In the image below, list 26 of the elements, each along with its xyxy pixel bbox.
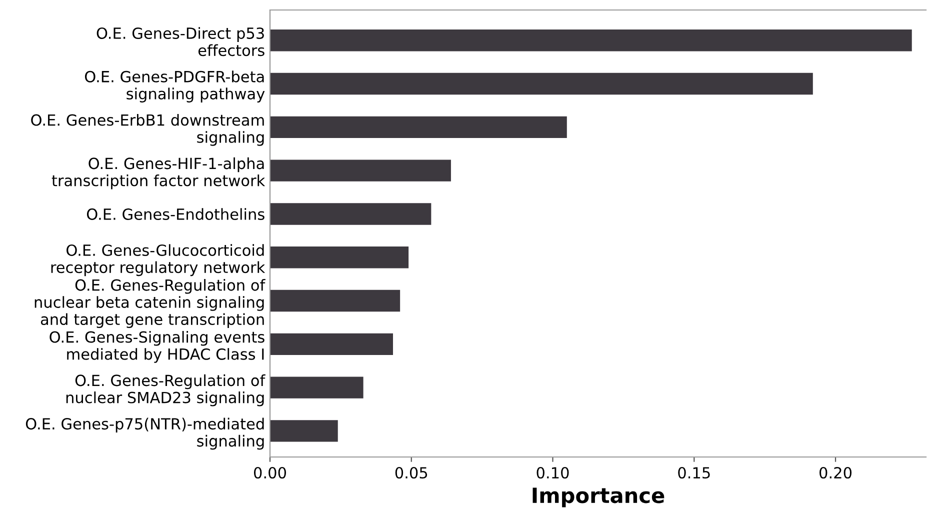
y-tick-label: O.E. Genes-PDGFR-beta signaling pathway: [85, 70, 265, 102]
bar: [270, 203, 432, 225]
y-tick-label: O.E. Genes-Direct p53 effectors: [96, 27, 264, 56]
y-tick-label: O.E. Genes-Signaling events mediated by HDAC Class I: [50, 330, 264, 363]
x-tick-label: 0.15: [678, 466, 710, 479]
bar: [270, 420, 338, 442]
y-tick-label: O.E. Genes-p75(NTR)-mediated signaling: [26, 418, 264, 450]
bar: [270, 160, 451, 182]
x-axis-title: Importance: [532, 488, 664, 508]
bar: [270, 116, 567, 138]
y-tick-label: O.E. Genes-Glucocorticoid receptor regulatory network: [51, 244, 266, 276]
x-tick-label: 0.10: [536, 466, 569, 479]
x-tick-label: 0.05: [395, 466, 428, 479]
x-tick-label: 0.00: [254, 466, 286, 479]
bar: [270, 30, 912, 52]
y-tick-label: O.E. Genes-Regulation of nuclear beta catenin signaling and target gene transcription: [34, 279, 266, 328]
bar: [270, 246, 409, 268]
bar: [270, 72, 813, 95]
y-tick-label: O.E. Genes-ErbB1 downstream signaling: [31, 114, 264, 146]
y-tick-label: O.E. Genes-Endothelins: [86, 208, 264, 220]
y-tick-label: O.E. Genes-Regulation of nuclear SMAD23 signaling: [66, 374, 266, 406]
x-tick-label: 0.20: [820, 466, 852, 479]
bar: [270, 290, 400, 312]
y-tick-label: O.E. Genes-HIF-1-alpha transcription factor network: [52, 157, 266, 190]
bar: [270, 376, 364, 398]
bar: [270, 333, 393, 356]
